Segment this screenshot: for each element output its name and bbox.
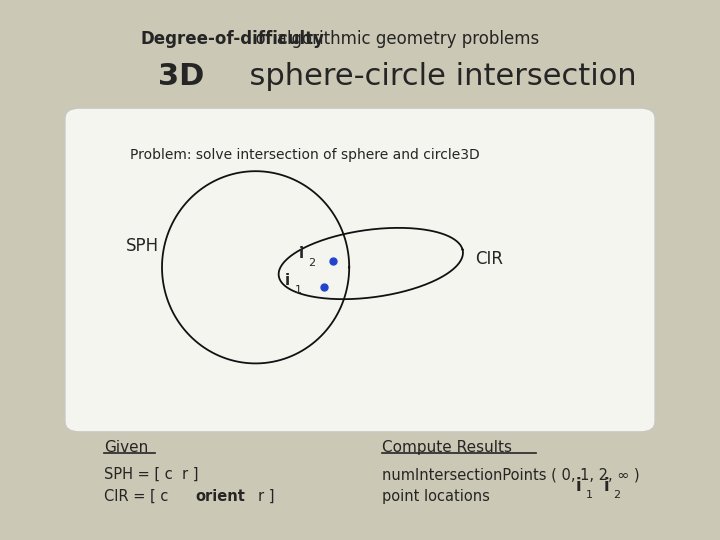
Text: Given: Given — [104, 440, 148, 455]
Text: i: i — [576, 477, 582, 495]
Text: i: i — [603, 477, 609, 495]
Text: i: i — [285, 273, 290, 288]
Text: orient: orient — [196, 489, 246, 504]
Text: i: i — [299, 246, 304, 261]
Text: numIntersectionPoints ( 0, 1, 2, ∞ ): numIntersectionPoints ( 0, 1, 2, ∞ ) — [382, 467, 639, 482]
Text: 2: 2 — [613, 490, 621, 501]
Text: SPH = [ c  r ]: SPH = [ c r ] — [104, 467, 199, 482]
Text: 2: 2 — [308, 258, 315, 268]
Text: Compute Results: Compute Results — [382, 440, 512, 455]
Text: CIR: CIR — [475, 250, 503, 268]
FancyBboxPatch shape — [65, 108, 655, 432]
Text: 1: 1 — [294, 285, 302, 295]
Text: of algorithmic geometry problems: of algorithmic geometry problems — [140, 30, 540, 48]
Text: 1: 1 — [586, 490, 593, 501]
Text: CIR = [ c: CIR = [ c — [104, 489, 168, 504]
Text: point locations: point locations — [382, 489, 490, 504]
Text: r ]: r ] — [258, 489, 274, 504]
Text: sphere-circle intersection: sphere-circle intersection — [230, 62, 637, 91]
Text: Problem: solve intersection of sphere and circle3D: Problem: solve intersection of sphere an… — [130, 148, 480, 163]
Text: SPH: SPH — [126, 237, 159, 255]
Text: Degree-of-difficulty: Degree-of-difficulty — [140, 30, 325, 48]
Text: 3D: 3D — [158, 62, 204, 91]
